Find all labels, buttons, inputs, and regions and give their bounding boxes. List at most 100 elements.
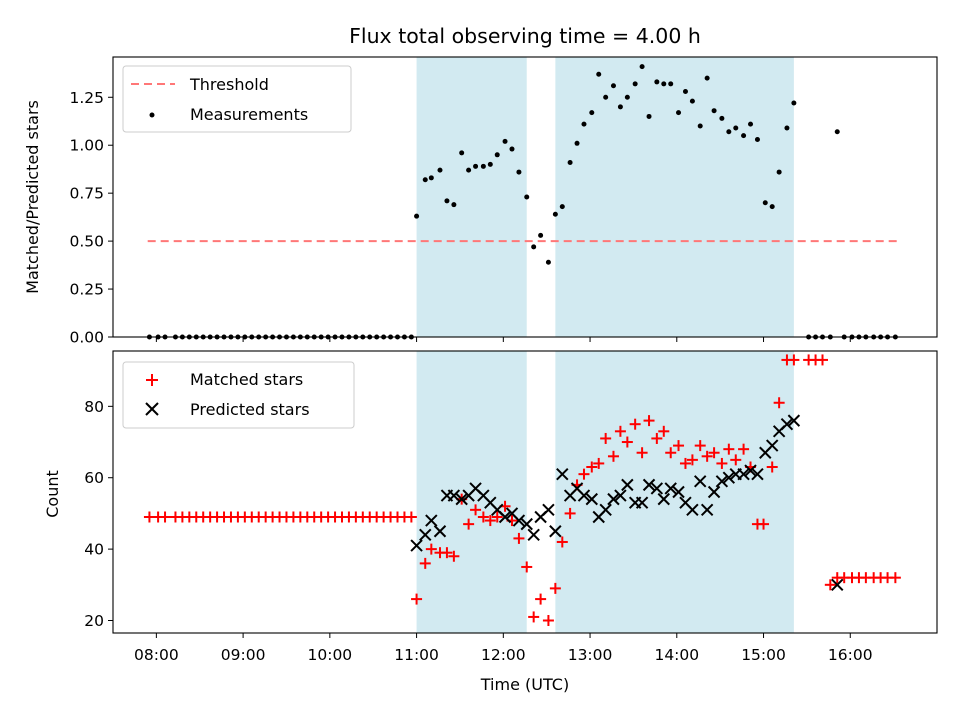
measurements-point (624, 94, 630, 100)
x-diag-b (700, 503, 714, 517)
x-diag-b (520, 517, 533, 531)
x-diag-b (722, 471, 736, 484)
legend-box (122, 65, 352, 133)
matched-stars-point (673, 440, 685, 452)
x-tick-label: 10:00 (308, 646, 353, 664)
x-diag-b (455, 492, 468, 506)
x-diag-b (491, 503, 504, 517)
predicted-stars-point (527, 528, 540, 542)
predicted-stars-point (831, 578, 844, 592)
x-diag-b (744, 464, 757, 477)
matched-stars-point (405, 511, 417, 523)
matched-stars-point (694, 440, 706, 452)
panel-ratio: Matched/Predicted stars 0.00 0.25 0.50 0.75… (23, 56, 938, 347)
x-diag-b (549, 525, 562, 538)
measurements-point (581, 121, 587, 127)
x-diag-b (419, 528, 432, 542)
predicted-stars-point (585, 492, 598, 506)
x-tick-label: 08:00 (134, 646, 179, 664)
legend-measurements-label: Measurements (190, 105, 308, 124)
measurements-point (697, 123, 703, 129)
x-diag-b (715, 475, 729, 488)
matched-stars-point (708, 447, 720, 459)
measurements-point (502, 138, 508, 144)
predicted-stars-point (520, 517, 533, 531)
y-tick-label: 0.00 (69, 329, 104, 347)
predicted-stars-point (694, 475, 707, 488)
matched-stars-point (723, 443, 735, 455)
measurements-point (682, 89, 688, 95)
x-diag-b (477, 489, 490, 502)
predicted-stars-point (744, 464, 757, 477)
matched-stars-point (701, 450, 713, 462)
x-diag-b (751, 467, 764, 481)
predicted-stars-point (722, 471, 736, 484)
x-tick-label: 13:00 (568, 646, 613, 664)
measurements-point (422, 177, 428, 183)
y-tick-label: 0.25 (69, 281, 104, 299)
matched-stars-point (643, 415, 655, 427)
x-axis-label: Time (UTC) (480, 675, 569, 694)
x-diag-b (614, 489, 627, 502)
matched-stars-point (411, 593, 423, 605)
observing-window (416, 57, 527, 337)
measurements-point (733, 125, 739, 131)
matched-stars-point (665, 447, 677, 459)
matched-stars-point (730, 454, 742, 466)
matched-stars-point (658, 425, 670, 437)
x-diag-b (787, 414, 801, 427)
measurements-point (574, 140, 580, 146)
measurements-point (487, 161, 493, 167)
matched-stars-point (651, 432, 663, 444)
predicted-stars-point (599, 503, 612, 517)
x-diag-b (527, 528, 540, 542)
x-tick-label: 09:00 (221, 646, 266, 664)
x-diag-b (672, 485, 685, 499)
measurements-point (711, 108, 717, 114)
x-diag-b (679, 496, 692, 509)
predicted-stars-point (556, 467, 569, 481)
measurements-point (552, 211, 558, 217)
x-tick-label: 16:00 (828, 646, 873, 664)
measurements-point (494, 152, 500, 158)
matched-stars-point (549, 582, 561, 594)
x-diag-b (577, 489, 591, 502)
measurements-point (741, 133, 747, 139)
legend-matched-label: Matched stars (190, 370, 303, 389)
measurements-point (791, 100, 797, 106)
matched-stars-point (607, 450, 619, 462)
measurements-point (834, 129, 840, 135)
predicted-stars-point (751, 467, 764, 481)
x-diag-b (599, 503, 612, 517)
measurements-point (451, 202, 457, 208)
matched-stars-point (629, 418, 641, 430)
measurements-point (646, 113, 652, 119)
x-tick-label: 12:00 (481, 646, 526, 664)
matched-stars-point (491, 511, 503, 523)
x-diag-b (642, 478, 656, 492)
predicted-stars-point (433, 525, 447, 538)
measurements-point (776, 169, 782, 175)
matched-stars-point (817, 354, 829, 366)
measurements-point (762, 200, 768, 206)
legend-threshold-label: Threshold (189, 75, 269, 94)
y-tick-label: 1.00 (69, 137, 104, 155)
x-diag-b (780, 417, 794, 431)
matched-stars-point (419, 557, 431, 569)
x-diag-b (694, 475, 707, 488)
measurements-point (769, 204, 775, 210)
measurements-point (516, 169, 522, 175)
predicted-stars-point (549, 525, 562, 538)
measurements-point (676, 110, 682, 116)
predicted-stars-point (707, 485, 721, 499)
measurements-point (466, 167, 472, 173)
measurements-point (538, 232, 544, 238)
matched-stars-point (470, 504, 482, 516)
matched-stars-point (535, 593, 547, 605)
measurements-point (719, 115, 725, 121)
x-diag-b (484, 496, 497, 509)
measurements-point (610, 83, 616, 89)
matched-stars-point (159, 511, 171, 523)
measurements-point (748, 121, 754, 127)
x-diag-b (425, 514, 438, 527)
